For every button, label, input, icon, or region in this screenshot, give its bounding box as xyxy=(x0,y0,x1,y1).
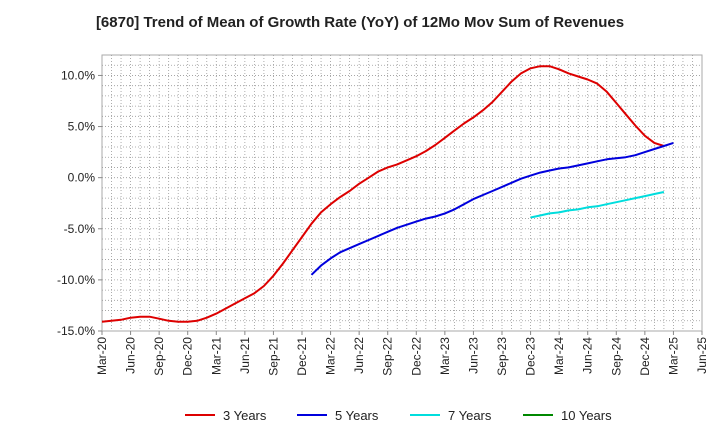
x-tick-label: Sep-23 xyxy=(495,337,509,376)
x-tick-label: Dec-22 xyxy=(409,337,423,376)
x-tick-label: Sep-21 xyxy=(266,337,280,376)
x-tick-label: Mar-24 xyxy=(552,337,566,375)
x-tick-label: Jun-25 xyxy=(695,337,709,374)
y-gridlines xyxy=(102,64,702,322)
y-tick-label: -10.0% xyxy=(57,273,95,287)
series-line-5-years xyxy=(310,141,674,276)
x-tick-label: Dec-23 xyxy=(524,337,538,376)
x-tick-label: Mar-23 xyxy=(438,337,452,375)
x-axis-ticks: Mar-20 Jun-20 Sep-20 Dec-20 Mar-21 Jun-21 Sep-… xyxy=(95,331,709,376)
x-gridlines xyxy=(111,55,693,331)
x-tick-label: Mar-21 xyxy=(209,337,223,375)
x-tick-label: Mar-25 xyxy=(666,337,680,375)
y-tick-label: 10.0% xyxy=(61,68,95,82)
x-tick-label: Jun-21 xyxy=(238,337,252,374)
x-tick-label: Dec-21 xyxy=(295,337,309,376)
legend: 3 Years 5 Years 7 Years 10 Years xyxy=(185,408,612,423)
x-tick-label: Sep-22 xyxy=(381,337,395,376)
legend-label: 7 Years xyxy=(448,408,492,423)
y-tick-label: -15.0% xyxy=(57,324,95,338)
x-tick-label: Mar-20 xyxy=(95,337,109,375)
series-lines xyxy=(101,65,674,323)
chart-title: [6870] Trend of Mean of Growth Rate (YoY… xyxy=(95,14,625,31)
y-tick-label: -5.0% xyxy=(64,222,96,236)
legend-label: 10 Years xyxy=(561,408,612,423)
x-tick-label: Jun-22 xyxy=(352,337,366,374)
x-tick-label: Jun-23 xyxy=(466,337,480,374)
x-tick-label: Mar-22 xyxy=(324,337,338,375)
series-line-3-years xyxy=(101,65,665,323)
x-tick-label: Jun-20 xyxy=(124,337,138,374)
x-tick-label: Jun-24 xyxy=(581,337,595,374)
y-axis-ticks: 10.0% 5.0% 0.0% -5.0% -10.0% -15.0% xyxy=(57,68,102,338)
legend-label: 3 Years xyxy=(223,408,267,423)
x-tick-label: Dec-20 xyxy=(181,337,195,376)
y-tick-label: 0.0% xyxy=(68,171,96,185)
x-tick-label: Sep-24 xyxy=(609,337,623,376)
y-tick-label: 5.0% xyxy=(68,120,96,134)
x-tick-label: Dec-24 xyxy=(638,337,652,376)
series-line-7-years xyxy=(530,191,665,219)
plot-area xyxy=(101,54,703,332)
legend-label: 5 Years xyxy=(335,408,379,423)
x-tick-label: Sep-20 xyxy=(152,337,166,376)
